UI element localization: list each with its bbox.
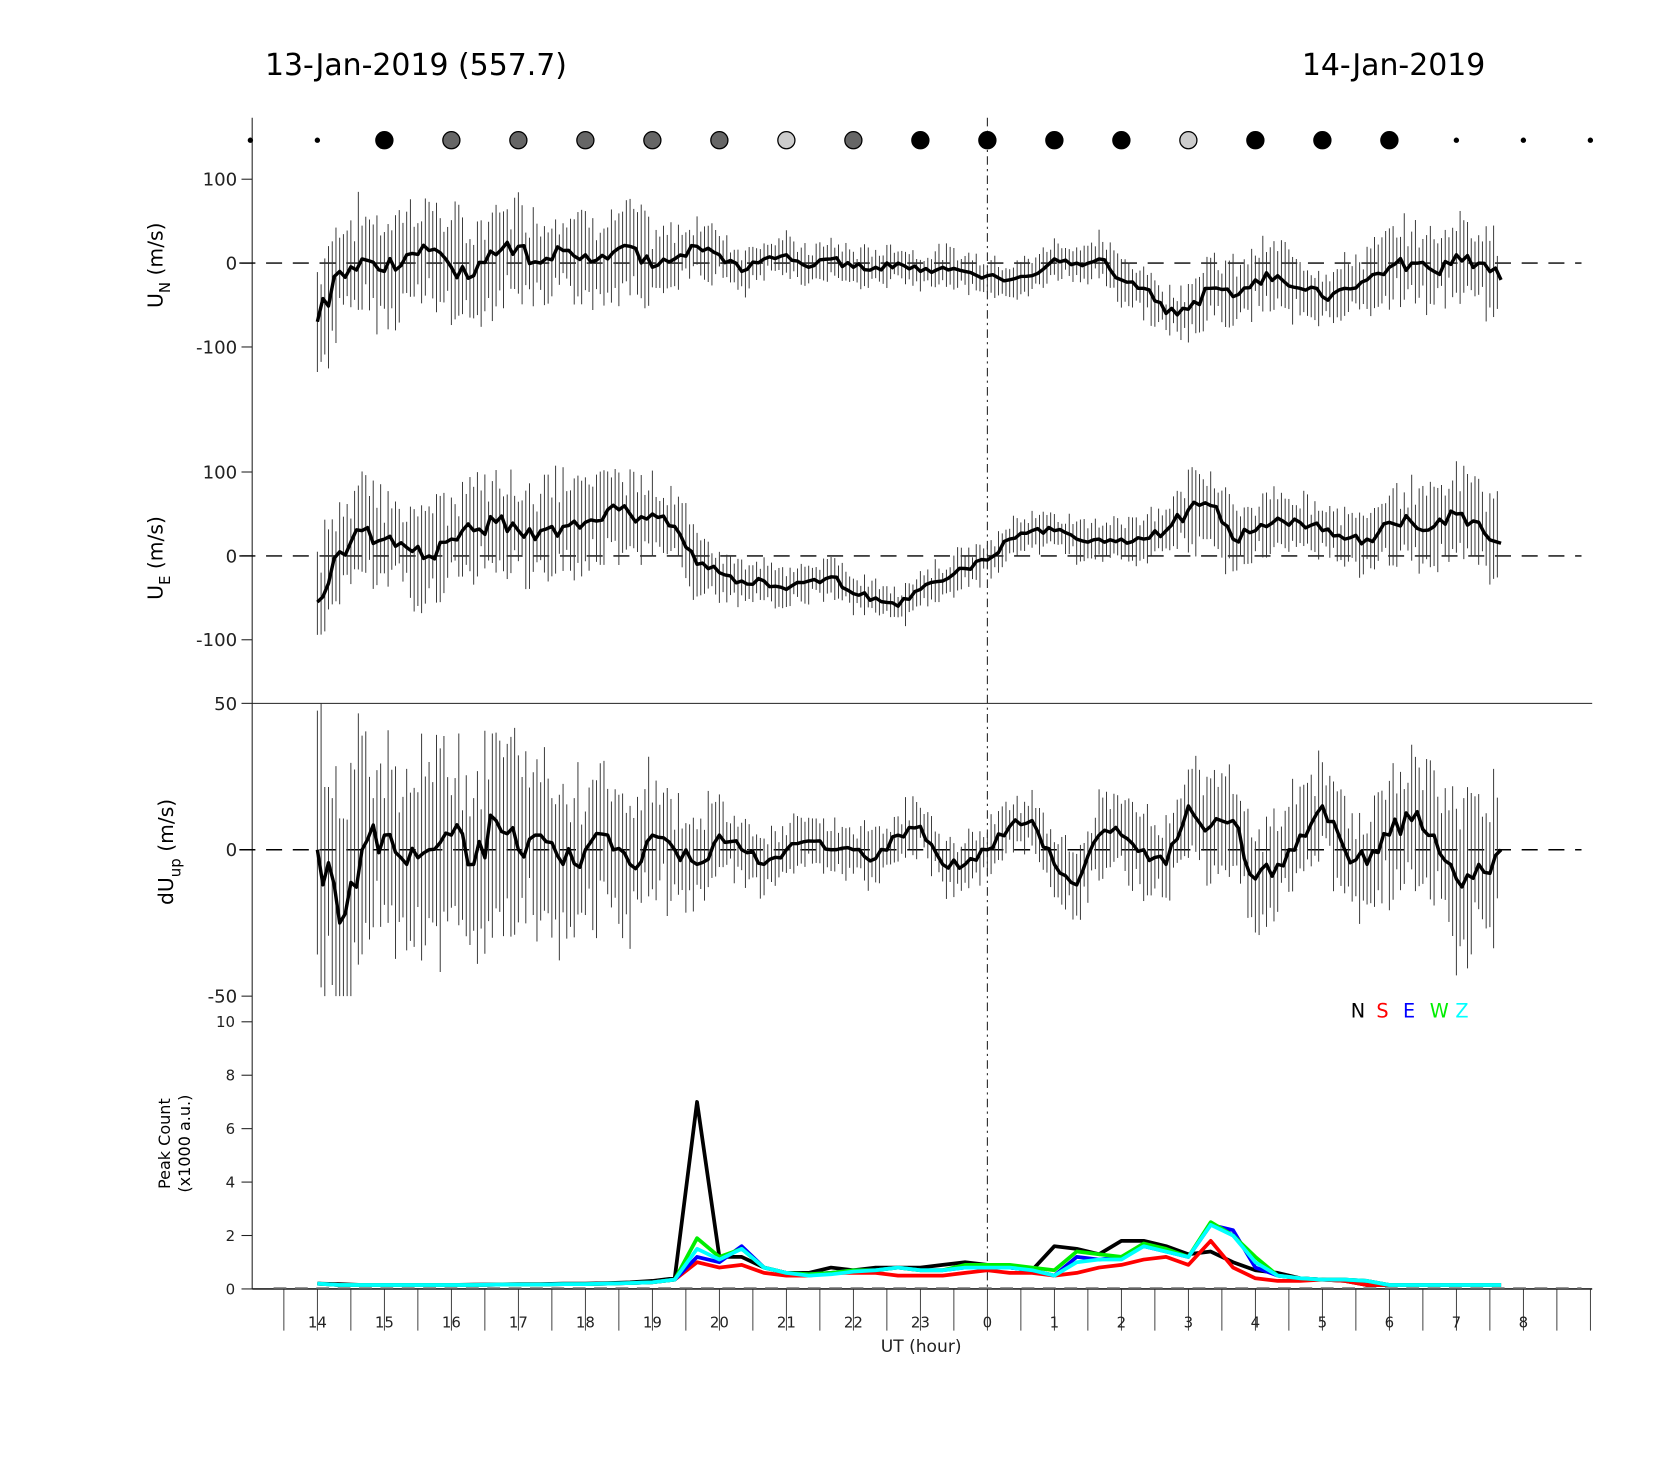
y-tick-label: 0: [226, 546, 238, 567]
y-tick-label: 6: [226, 1120, 236, 1138]
x-tick-label: 5: [1318, 1313, 1328, 1331]
wind-series-line: [315, 240, 1503, 323]
plot-marks: [239, 191, 1582, 1289]
x-tick-label: 16: [442, 1313, 461, 1331]
sky-marker-dot: [1587, 137, 1594, 143]
y-tick-label: 100: [203, 462, 238, 483]
x-tick-label: 17: [509, 1313, 528, 1331]
x-tick-label: 2: [1117, 1313, 1127, 1331]
x-tick-label: 4: [1251, 1313, 1261, 1331]
peak-ylabel-line1: Peak Count: [155, 1098, 174, 1189]
legend-w: W: [1430, 1000, 1449, 1023]
sky-marker-dot: [1520, 137, 1527, 143]
axes-frame: [241, 117, 1593, 1331]
legend: N S E W Z: [1351, 1000, 1469, 1023]
x-tick-label: 3: [1184, 1313, 1194, 1331]
x-tick-label: 19: [643, 1313, 662, 1331]
sky-marker-circle: [1380, 131, 1399, 150]
peak-series-n: [317, 1100, 1502, 1287]
x-tick-label: 18: [576, 1313, 595, 1331]
legend-s: S: [1376, 1000, 1388, 1023]
wind-series-line: [316, 500, 1502, 608]
x-tick-label: 8: [1519, 1313, 1529, 1331]
y-tick-label: 10: [216, 1013, 235, 1031]
sky-marker-circle: [1313, 131, 1332, 150]
left-date-title: 13-Jan-2019 (557.7): [265, 48, 567, 83]
sky-marker-circle: [1045, 131, 1064, 150]
sky-marker-circle: [911, 131, 930, 150]
x-tick-label: 7: [1452, 1313, 1462, 1331]
y-tick-label: 0: [226, 840, 238, 861]
ue-ylabel: UE (m/s): [143, 516, 173, 600]
y-tick-label: 0: [226, 254, 238, 275]
x-tick-label: 0: [983, 1313, 993, 1331]
sky-marker-circle: [1112, 131, 1131, 150]
x-tick-label: 23: [911, 1313, 930, 1331]
un-ylabel: UN (m/s): [143, 222, 173, 308]
sky-marker-circle: [576, 131, 595, 150]
y-tick-label: -100: [196, 337, 237, 358]
wind-series-line: [315, 804, 1503, 925]
sky-marker-circle: [509, 131, 528, 150]
sky-marker-circle: [844, 131, 863, 150]
y-tick-label: 100: [203, 170, 238, 191]
sky-marker-circle: [375, 131, 394, 150]
sky-marker-circle: [1246, 131, 1265, 150]
y-tick-label: -100: [196, 630, 237, 651]
x-tick-label: 21: [777, 1313, 796, 1331]
sky-marker-circle: [710, 131, 729, 150]
sky-marker-dot: [314, 137, 321, 143]
x-tick-label: 6: [1385, 1313, 1395, 1331]
sky-marker-circle: [643, 131, 662, 150]
sky-condition-markers: [247, 131, 1594, 150]
dup-ylabel: dUup (m/s): [154, 799, 184, 905]
x-tick-label: 14: [308, 1313, 327, 1331]
legend-n: N: [1351, 1000, 1365, 1023]
peak-series-z: [317, 1222, 1502, 1287]
sky-marker-circle: [442, 131, 461, 150]
sky-marker-dot: [247, 137, 254, 143]
y-tick-label: 50: [214, 694, 237, 715]
x-tick-label: 1: [1050, 1313, 1060, 1331]
sky-marker-circle: [777, 131, 796, 150]
sky-marker-dot: [1453, 137, 1460, 143]
y-tick-label: 4: [226, 1173, 236, 1191]
x-tick-label: 15: [375, 1313, 394, 1331]
legend-e: E: [1403, 1000, 1415, 1023]
y-tick-label: 8: [226, 1067, 236, 1085]
x-axis-label: UT (hour): [881, 1337, 962, 1357]
sky-marker-circle: [978, 131, 997, 150]
legend-z: Z: [1455, 1000, 1468, 1023]
y-tick-label: 0: [226, 1280, 236, 1298]
y-tick-label: 2: [226, 1227, 236, 1245]
peak-ylabel-line2: (x1000 a.u.): [175, 1095, 194, 1193]
x-tick-label: 20: [710, 1313, 729, 1331]
right-date-title: 14-Jan-2019: [1302, 48, 1486, 83]
y-tick-label: -50: [208, 987, 238, 1008]
sky-marker-circle: [1179, 131, 1198, 150]
x-tick-label: 22: [844, 1313, 863, 1331]
